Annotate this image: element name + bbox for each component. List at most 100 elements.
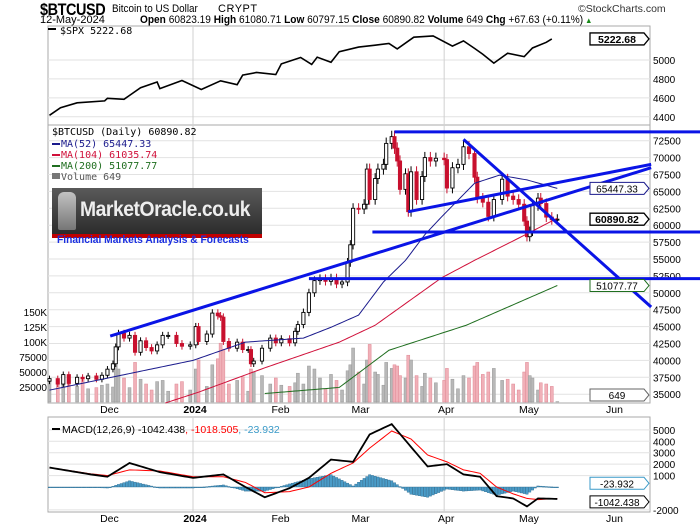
low-label: Low xyxy=(284,14,305,26)
marketoracle-brand: MarketOracle.co.uk xyxy=(80,198,250,221)
macd-legend-part-1: , -1018.505 xyxy=(185,424,238,436)
ma200-tag-text: 51077.77 xyxy=(596,282,638,293)
candle-body xyxy=(251,360,256,365)
candle-body xyxy=(188,344,193,347)
macd-histogram-bar xyxy=(470,486,474,491)
candle-body xyxy=(215,312,220,317)
volume-bar xyxy=(155,381,159,403)
macd-histogram-bar xyxy=(395,484,399,488)
macd-histogram-bar xyxy=(75,486,79,489)
macd-histogram-bar xyxy=(202,486,206,488)
macd-legend: MACD(12,26,9) -1042.438, -1018.505, -23.… xyxy=(62,424,280,436)
candle-body xyxy=(461,146,466,165)
candle-body xyxy=(422,157,427,177)
price-tick-label: 67500 xyxy=(653,171,681,182)
open-label: Open xyxy=(140,14,166,26)
macd-histogram-bar xyxy=(553,486,556,489)
macd-line xyxy=(49,423,558,508)
macd-histogram-bar xyxy=(155,486,159,489)
volume-tick-label: 100K xyxy=(24,338,48,349)
volume-bar xyxy=(312,368,317,403)
volume-bar xyxy=(318,377,322,403)
quote-line: Open 60823.19 High 61080.71 Low 60797.15… xyxy=(140,14,592,26)
macd-signal-line xyxy=(49,430,558,501)
date-label-2024: 2024 xyxy=(183,404,207,416)
macd-histogram-bar xyxy=(522,486,526,494)
macd-histogram-bar xyxy=(235,486,239,490)
macd-histogram-bar xyxy=(128,480,131,488)
candle-body xyxy=(166,334,171,337)
macd-histogram-bar xyxy=(277,486,280,489)
date-label-May: May xyxy=(519,404,540,416)
spx-line xyxy=(49,35,553,116)
macd-histogram-bar xyxy=(139,483,142,488)
macd-histogram-bar xyxy=(387,479,391,488)
volume-bar xyxy=(511,383,515,403)
chg-value: +67.63 (+0.11%) xyxy=(508,14,584,26)
volume-bar xyxy=(180,381,184,403)
volume-tick-label: 125K xyxy=(24,323,48,334)
candle-body xyxy=(392,136,397,149)
macd-histogram-bar xyxy=(103,486,107,489)
candle-body xyxy=(524,220,530,238)
macd-histogram-bar xyxy=(238,486,242,490)
volume-value: 649 xyxy=(466,14,484,26)
macd-histogram-bar xyxy=(533,486,537,489)
macd-histogram-bar xyxy=(81,486,85,489)
macd-histogram-bar xyxy=(359,480,363,488)
candle-body xyxy=(511,195,516,200)
macd-histogram-bar xyxy=(191,486,195,489)
spx-last-tag-text: 5222.68 xyxy=(598,34,636,46)
macd-histogram-bar xyxy=(462,486,465,492)
volume-tick-label: 25000 xyxy=(19,383,47,394)
candle-body xyxy=(367,168,372,200)
candle-body xyxy=(444,159,449,189)
macd-histogram-bar xyxy=(210,485,214,488)
macd-histogram-bar xyxy=(379,477,383,488)
candle-body xyxy=(433,157,438,162)
candle-body xyxy=(295,324,300,332)
macd-histogram-bar xyxy=(324,475,327,488)
macd-histogram-bar xyxy=(266,486,269,491)
volume-bar xyxy=(376,374,380,403)
candle-body xyxy=(132,334,138,353)
macd-histogram-bar xyxy=(517,486,521,493)
macd-histogram-bar xyxy=(97,486,101,489)
price-tick-label: 47500 xyxy=(653,306,681,317)
macd-histogram-bar xyxy=(456,486,460,491)
candle-body xyxy=(160,334,165,346)
candle-body xyxy=(455,163,461,169)
macd-tick-label: 3000 xyxy=(653,449,676,460)
candle-body xyxy=(420,176,425,200)
macd-histogram-bar xyxy=(542,486,545,488)
high-label: High xyxy=(213,14,237,26)
macd-histogram-bar xyxy=(478,486,482,491)
chg-label: Chg xyxy=(485,14,506,26)
candle-body xyxy=(442,157,447,161)
ma-legend-swatch xyxy=(52,143,60,145)
price-tick-label: 72500 xyxy=(653,137,681,148)
price-tick-label: 60000 xyxy=(653,221,681,232)
macd-tick-label: 2000 xyxy=(653,460,676,471)
macd-histogram-bar xyxy=(130,481,134,488)
date-label-Apr: Apr xyxy=(438,513,455,525)
ma-line-0 xyxy=(49,174,558,391)
candle-body xyxy=(138,340,143,353)
marketoracle-tagline: Financial Markets Analysis & Forecasts xyxy=(57,234,249,246)
macd-histogram-bar xyxy=(528,486,532,493)
macd-histogram-bar xyxy=(114,485,118,488)
volume-bar xyxy=(461,375,466,403)
volume-bar xyxy=(445,368,449,403)
macd-histogram-bar xyxy=(384,479,388,488)
volume-bar xyxy=(550,386,554,403)
volume-last-tag-text: 649 xyxy=(609,391,626,402)
macd-histogram-bar xyxy=(511,486,515,492)
candle-body xyxy=(351,207,356,246)
macd-histogram-bar xyxy=(357,481,360,488)
candle-body xyxy=(312,280,317,294)
macd-histogram-bar xyxy=(274,486,278,489)
volume-legend-icon xyxy=(52,173,60,179)
macd-histogram-bar xyxy=(177,486,181,489)
macd-histogram-bar xyxy=(61,486,65,489)
macd-histogram-bar xyxy=(175,486,178,489)
